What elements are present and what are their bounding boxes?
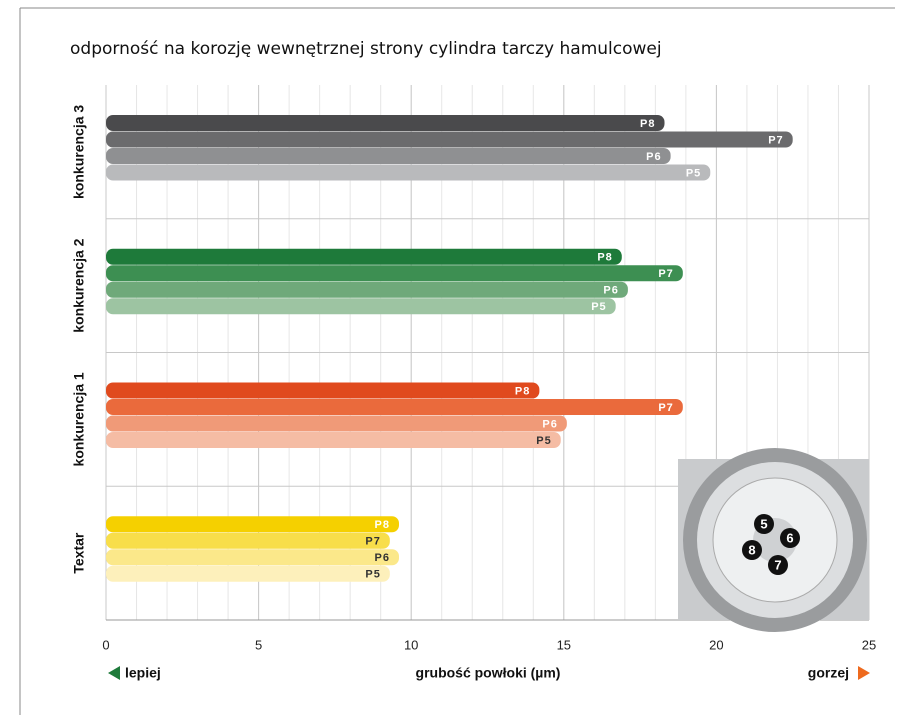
photo-marker (780, 528, 800, 548)
x-axis-label: grubość powłoki (µm) (416, 665, 561, 681)
series-label: P7 (365, 536, 380, 548)
bar (106, 248, 622, 265)
bar (106, 415, 567, 432)
photo-marker (754, 514, 774, 534)
series-label: P5 (365, 569, 380, 581)
category-label: Textar (71, 532, 87, 574)
bar (106, 565, 390, 582)
bar (106, 549, 399, 566)
bar (106, 265, 683, 282)
x-tick-label: 20 (709, 637, 723, 652)
bar (106, 399, 683, 415)
photo: 5 6 8 7 (678, 448, 869, 632)
photo-label: 5 (760, 516, 767, 531)
photo-marker (768, 555, 788, 575)
series-label: P8 (640, 118, 655, 130)
left-note: lepiej (125, 665, 161, 681)
series-label: P5 (536, 435, 551, 447)
photo-label: 7 (774, 557, 781, 572)
category-label: konkurencja 2 (71, 238, 87, 332)
series-label: P6 (542, 418, 557, 430)
series-label: P8 (597, 252, 612, 264)
x-tick-label: 15 (557, 637, 571, 652)
bar (106, 432, 561, 448)
bar (106, 115, 665, 131)
photo-label: 8 (748, 542, 755, 557)
series-label: P7 (658, 402, 673, 414)
series-label: P7 (658, 268, 673, 280)
x-tick-label: 10 (404, 637, 418, 652)
bar (106, 532, 390, 549)
bars: P8 P7 P6 P5 P8 P7 P6 P5 P8 P7 P6 P5 P8 P7 P6 P5 (106, 115, 793, 582)
chart-title: odporność na korozję wewnętrznej strony … (70, 39, 662, 59)
series-label: P5 (591, 301, 606, 313)
arrow-right (858, 666, 870, 680)
x-tick-label: 0 (102, 637, 109, 652)
series-label: P6 (375, 552, 390, 564)
series-label: P6 (646, 151, 661, 163)
x-tick-label: 25 (862, 637, 876, 652)
photo-marker (742, 540, 762, 560)
bar (106, 131, 793, 148)
series-label: P5 (686, 167, 701, 179)
category-label: konkurencja 1 (71, 372, 87, 466)
arrow-left (108, 666, 120, 680)
bar (106, 298, 616, 315)
series-label: P6 (603, 285, 618, 297)
category-label: konkurencja 3 (71, 105, 87, 199)
bar (106, 382, 540, 399)
series-label: P8 (515, 385, 530, 397)
series-label: P8 (375, 519, 390, 531)
bar (106, 281, 628, 298)
bar (106, 148, 671, 164)
bar (106, 164, 711, 181)
x-tick-label: 5 (255, 637, 262, 652)
photo-label: 6 (786, 530, 793, 545)
bar (106, 516, 399, 533)
series-label: P7 (768, 134, 783, 146)
right-note: gorzej (808, 665, 849, 681)
